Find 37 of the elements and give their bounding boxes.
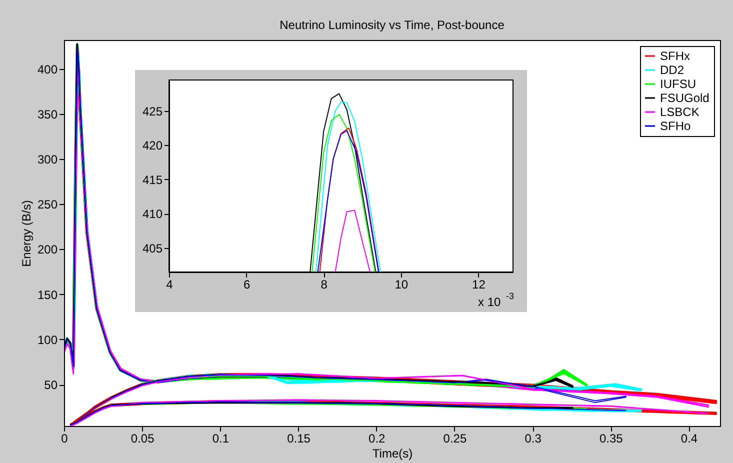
y-tick-label: 100 [37,332,58,347]
legend-label: DD2 [660,63,684,77]
y-tick-label: 400 [37,62,58,76]
y-tick-label: 425 [142,104,163,118]
legend-label: SFHo [660,119,691,133]
legend-label: IUFSU [660,77,696,91]
y-tick-label: 250 [37,198,58,212]
y-tick-label: 50 [44,378,58,392]
x-tick-label: 0.15 [287,432,311,446]
y-tick-label: 410 [142,207,163,222]
x-tick-label: 0.3 [524,432,542,446]
y-tick-label: 420 [142,138,163,153]
y-tick-label: 150 [37,288,58,302]
x-tick-label: 0 [61,432,68,446]
x-tick-label: 0.4 [680,432,698,446]
legend-label: LSBCK [660,105,700,119]
x-tick-label: 0.25 [443,432,467,446]
x-tick-label: 6 [243,278,250,292]
x-tick-label: 12 [472,278,486,292]
y-tick-label: 300 [37,152,58,167]
x-tick-label: 8 [320,278,328,292]
y-tick-label: 350 [37,107,58,122]
annotation: x 10-3 [478,291,514,309]
x-tick-label: 0.05 [130,432,155,446]
y-tick-label: 200 [37,242,58,257]
x-axis-title: Time(s) [372,446,413,460]
y-tick-label: 415 [142,172,163,187]
x-tick-label: 0.1 [212,432,230,446]
x-tick-label: 0.2 [368,432,386,446]
chart-title: Neutrino Luminosity vs Time, Post-bounce [280,18,505,32]
x-tick-label: 0.35 [599,432,624,446]
legend-label: FSUGold [660,91,710,105]
y-tick-label: 405 [142,242,163,256]
legend-label: SFHx [660,49,690,63]
y-axis-title: Energy (B/s) [19,200,34,267]
x-tick-label: 4 [166,278,174,292]
x-tick-label: 10 [394,278,408,292]
